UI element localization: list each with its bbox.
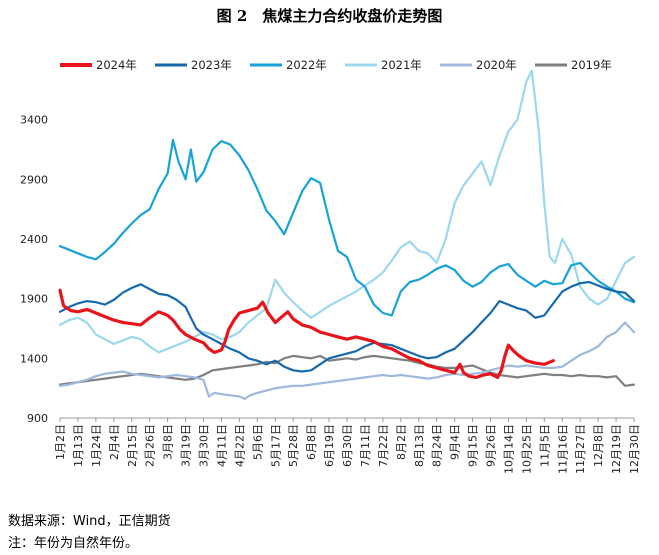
x-tick-label: 1月24日: [90, 424, 103, 467]
y-tick-label: 1900: [20, 293, 48, 306]
series-line-2020年: [58, 321, 636, 400]
legend-label: 2023年: [191, 58, 232, 72]
x-tick-label: 5月28日: [287, 424, 300, 467]
y-tick-label: 900: [27, 412, 48, 425]
x-tick-label: 9月26日: [485, 424, 498, 467]
x-tick-label: 11月16日: [556, 424, 569, 474]
legend-label: 2021年: [381, 58, 422, 72]
x-tick-label: 11月27日: [574, 424, 587, 474]
legend-label: 2019年: [571, 58, 612, 72]
y-tick-label: 2400: [20, 233, 48, 246]
x-tick-label: 6月19日: [323, 424, 336, 467]
x-tick-label: 3月19日: [180, 424, 193, 467]
x-tick-label: 9月4日: [449, 424, 462, 460]
x-tick-label: 10月25日: [520, 424, 533, 474]
x-tick-label: 1月13日: [72, 424, 85, 467]
x-tick-label: 2月26日: [144, 424, 157, 467]
x-tick-label: 7月22日: [377, 424, 390, 467]
series-line-2023年: [58, 280, 636, 373]
footnote: 注：年份为自然年份。: [8, 536, 139, 551]
x-tick-label: 12月30日: [628, 424, 641, 474]
x-tick-label: 8月2日: [395, 424, 408, 460]
x-tick-label: 10月14日: [502, 424, 515, 474]
x-tick-label: 2月15日: [126, 424, 139, 467]
x-tick-label: 2月4日: [108, 424, 121, 460]
x-tick-label: 5月17日: [269, 424, 282, 467]
x-tick-label: 4月11日: [215, 424, 228, 467]
x-tick-label: 3月8日: [162, 424, 175, 460]
x-tick-label: 12月8日: [592, 424, 605, 467]
legend-label: 2020年: [476, 58, 517, 72]
x-tick-label: 3月30日: [198, 424, 211, 467]
x-tick-label: 12月19日: [610, 424, 623, 474]
y-tick-label: 1400: [20, 352, 48, 365]
x-tick-label: 7月11日: [359, 424, 372, 467]
legend-label: 2022年: [286, 58, 327, 72]
series-line-2019年: [58, 354, 636, 387]
legend-label: 2024年: [96, 58, 137, 72]
x-tick-label: 11月5日: [538, 424, 551, 467]
y-axis-ticks: 900 1400 1900 2400 2900 3400: [20, 114, 48, 425]
series-lines: [58, 69, 636, 400]
x-tick-label: 1月2日: [54, 424, 67, 460]
x-tick-label: 4月22日: [233, 424, 246, 467]
x-tick-label: 8月24日: [431, 424, 444, 467]
legend: 2024年 2023年 2022年 2021年 2020年 2019年: [60, 58, 612, 72]
series-line-2021年: [58, 69, 636, 354]
chart-title: 图 2 焦煤主力合约收盘价走势图: [217, 7, 443, 25]
x-tick-label: 8月13日: [413, 424, 426, 467]
y-tick-label: 3400: [20, 114, 48, 127]
series-line-2022年: [58, 138, 636, 317]
x-tick-label: 5月6日: [251, 424, 264, 460]
series-line-2024年: [58, 288, 555, 379]
x-axis-ticks: 1月2日 1月13日 1月24日 2月4日 2月15日 2月26日 3月8日 3月19日 3月3…: [54, 418, 641, 474]
x-tick-label: 6月30日: [341, 424, 354, 467]
data-source-note: 数据来源：Wind，正信期货: [8, 514, 171, 529]
y-tick-label: 2900: [20, 173, 48, 186]
x-tick-label: 9月15日: [467, 424, 480, 467]
x-tick-label: 6月8日: [305, 424, 318, 460]
price-trend-chart: 图 2 焦煤主力合约收盘价走势图 2024年 2023年 2022年 2021年 202…: [20, 7, 641, 474]
